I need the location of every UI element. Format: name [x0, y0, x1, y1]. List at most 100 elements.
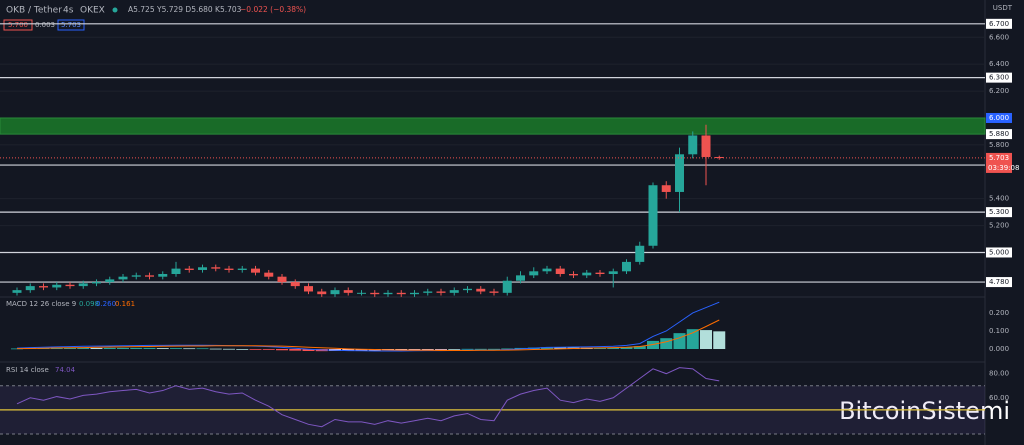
- candle-body: [118, 276, 128, 280]
- macd-histogram-bar: [11, 348, 23, 350]
- candle-body: [39, 286, 48, 288]
- candle-body: [489, 291, 499, 293]
- candle-body: [463, 288, 472, 291]
- macd-histogram-bar: [633, 346, 646, 350]
- macd-histogram-bar: [474, 348, 487, 350]
- candle-body: [237, 268, 247, 270]
- level-label: 5.300: [989, 208, 1009, 216]
- candle-body: [317, 291, 327, 295]
- zone-label: 5.880: [989, 130, 1009, 138]
- macd-histogram-bar: [302, 349, 315, 351]
- macd-histogram-bar: [342, 349, 355, 351]
- macd-histogram-bar: [607, 347, 620, 350]
- macd-histogram-bar: [183, 348, 196, 350]
- candle-body: [449, 290, 459, 293]
- candle-body: [622, 261, 631, 272]
- candle-body: [78, 283, 88, 287]
- candle-body: [502, 280, 512, 293]
- sell-button[interactable]: [3, 19, 33, 31]
- candle-body: [516, 275, 525, 281]
- buy-price[interactable]: 5.703: [61, 21, 81, 29]
- macd-histogram-bar: [209, 348, 222, 350]
- macd-histogram-bar: [249, 349, 262, 350]
- candle-body: [304, 286, 313, 292]
- interval: 4s: [63, 6, 74, 16]
- candle-body: [65, 284, 75, 287]
- candle-body: [290, 282, 300, 287]
- macd-histogram-bar: [143, 347, 156, 350]
- rsi-line: [16, 367, 720, 428]
- y-tick-label: 6.600: [989, 33, 1009, 41]
- sell-price[interactable]: 5.700: [8, 21, 28, 29]
- macd-line: [16, 301, 720, 352]
- candle-body: [131, 275, 141, 277]
- candle-body: [476, 288, 486, 292]
- macd-hist-value: 0.098: [79, 300, 99, 308]
- candle-body: [184, 268, 194, 270]
- candle-body: [277, 276, 287, 283]
- candle-body: [211, 267, 221, 269]
- rsi-tick-label: 80.00: [989, 370, 1009, 378]
- macd-title: MACD 12 26 close 9: [6, 300, 76, 308]
- macd-tick-label: 0.000: [989, 345, 1009, 353]
- last-price-label: 5.703: [989, 154, 1009, 162]
- rsi-title: RSI 14 close: [6, 366, 49, 374]
- candle-body: [25, 286, 35, 291]
- macd-histogram-bar: [64, 347, 76, 350]
- spread: 0.003: [35, 21, 55, 29]
- candle-body: [105, 279, 115, 283]
- macd-tick-label: 0.100: [989, 327, 1009, 335]
- candle-body: [12, 290, 22, 293]
- macd-histogram-bar: [262, 349, 275, 350]
- macd-histogram-bar: [541, 347, 553, 350]
- candle-body: [52, 284, 62, 288]
- macd-histogram-bar: [236, 349, 249, 350]
- candle-body: [542, 268, 552, 272]
- candle-body: [635, 245, 645, 262]
- y-tick-label: 6.400: [989, 60, 1009, 68]
- candle-body: [529, 271, 539, 276]
- candle-body: [410, 292, 419, 295]
- macd-histogram-bar: [50, 347, 63, 350]
- zone: [0, 117, 986, 135]
- candle-body: [198, 267, 207, 270]
- macd-histogram-bar: [223, 348, 235, 350]
- zone-tag: [986, 112, 1012, 123]
- macd-histogram-bar: [117, 347, 129, 350]
- signal-line: [16, 319, 720, 351]
- macd-tick-label: 0.200: [989, 309, 1009, 317]
- candle-body: [595, 272, 605, 275]
- level-label: 6.700: [989, 20, 1009, 28]
- candle-body: [688, 135, 698, 155]
- y-tick-label: 6.200: [989, 87, 1009, 95]
- macd-histogram-bar: [421, 349, 434, 350]
- macd-histogram-bar: [713, 331, 726, 350]
- candle-body: [343, 290, 353, 293]
- buy-button[interactable]: [57, 19, 85, 31]
- rsi-value: 74.04: [55, 366, 76, 374]
- macd-histogram-bar: [673, 333, 686, 350]
- candle-body: [661, 185, 671, 192]
- watermark: BitcoinSistemi: [839, 397, 1010, 425]
- candle-body: [145, 275, 154, 277]
- macd-histogram-bar: [620, 347, 633, 350]
- candle-body: [608, 271, 618, 275]
- candle-body: [701, 135, 711, 157]
- candle-body: [171, 268, 181, 275]
- macd-histogram-bar: [170, 348, 182, 350]
- candle-body: [224, 268, 234, 270]
- macd-histogram-bar: [660, 338, 673, 350]
- zone-label: 6.000: [989, 114, 1009, 122]
- macd-histogram-bar: [90, 347, 103, 350]
- y-tick-label: 5.800: [989, 141, 1009, 149]
- rsi-tick-label: 60.00: [989, 394, 1009, 402]
- status-dot: [112, 7, 118, 13]
- candle-body: [675, 154, 684, 192]
- candle-body: [555, 268, 565, 275]
- change-legend: −0.022 (−0.38%): [240, 5, 306, 14]
- candle-body: [370, 292, 380, 295]
- macd-histogram-bar: [448, 349, 461, 350]
- level-tag: [986, 18, 1012, 29]
